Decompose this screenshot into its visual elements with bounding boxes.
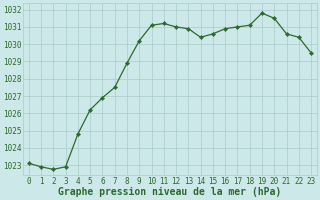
X-axis label: Graphe pression niveau de la mer (hPa): Graphe pression niveau de la mer (hPa) [58, 187, 282, 197]
